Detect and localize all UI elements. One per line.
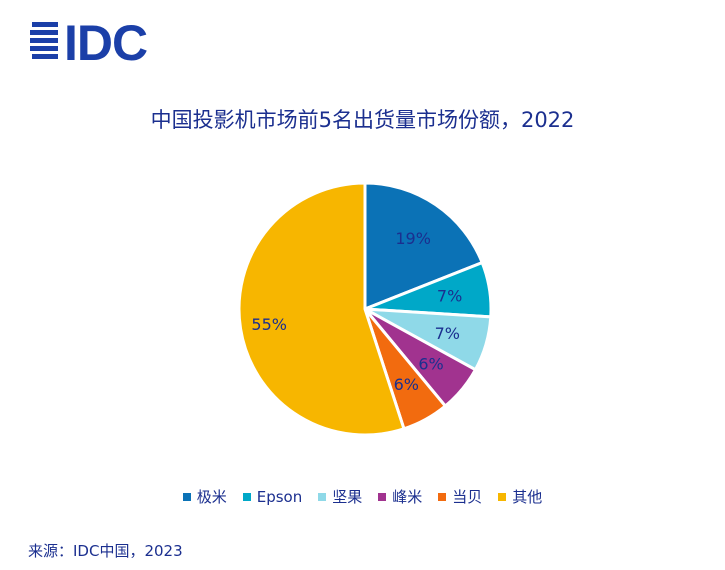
legend-swatch bbox=[242, 492, 251, 501]
pie-chart: 19% 7% 7% 6%6% 55% bbox=[237, 181, 493, 437]
idc-globe-icon bbox=[30, 22, 58, 59]
legend-swatch bbox=[378, 492, 387, 501]
legend-label: 峰米 bbox=[392, 488, 423, 506]
legend-item-1: Epson bbox=[242, 486, 303, 507]
pie-label-2: 7% bbox=[435, 324, 460, 343]
chart-title: 中国投影机市场前5名出货量市场份额，2022 bbox=[150, 108, 575, 132]
pie-label-0: 19% bbox=[395, 229, 431, 248]
legend-item-5: 其他 bbox=[498, 486, 542, 507]
pie-label-1: 7% bbox=[437, 287, 462, 306]
idc-logo-text: IDC bbox=[64, 18, 147, 64]
legend-label: Epson bbox=[256, 487, 303, 506]
legend-item-3: 峰米 bbox=[378, 486, 422, 507]
legend-label: 极米 bbox=[196, 488, 227, 506]
pie-slice-0 bbox=[363, 181, 485, 312]
idc-logo: IDC bbox=[30, 18, 148, 64]
pie-label-4: 6% bbox=[394, 375, 419, 394]
legend-swatch bbox=[182, 492, 191, 501]
legend-label: 其他 bbox=[512, 488, 543, 506]
legend-label: 当贝 bbox=[452, 488, 483, 506]
pie-slice-5 bbox=[237, 181, 406, 437]
pie-label-3: 6% bbox=[418, 355, 443, 374]
legend-item-2: 坚果 bbox=[318, 486, 362, 507]
source-note: 来源：IDC中国，2023 bbox=[28, 542, 183, 560]
legend-item-4: 当贝 bbox=[438, 486, 482, 507]
legend-swatch bbox=[438, 492, 447, 501]
legend-label: 坚果 bbox=[332, 488, 363, 506]
legend: 极米 Epson 坚果 峰米 当贝 其他 bbox=[0, 486, 725, 507]
legend-swatch bbox=[318, 492, 327, 501]
legend-swatch bbox=[498, 492, 507, 501]
legend-item-0: 极米 bbox=[182, 486, 227, 507]
pie-label-5: 55% bbox=[251, 315, 287, 334]
